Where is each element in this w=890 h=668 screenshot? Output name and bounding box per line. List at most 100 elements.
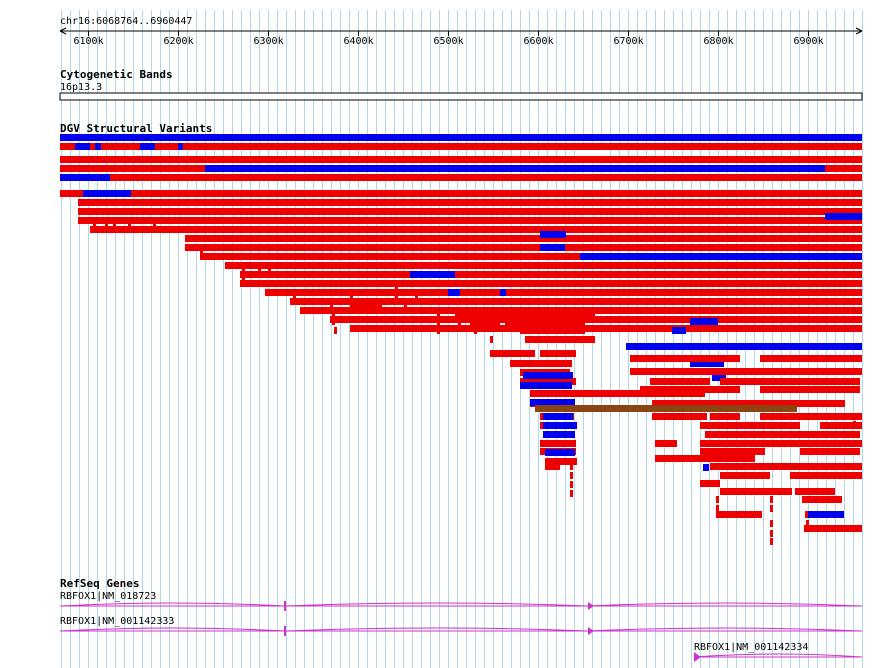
variant-feature[interactable] <box>630 355 660 362</box>
variant-feature[interactable] <box>545 463 560 470</box>
variant-feature[interactable] <box>185 244 862 251</box>
variant-feature[interactable] <box>530 399 575 406</box>
variant-feature[interactable] <box>853 421 856 428</box>
variant-feature[interactable] <box>60 190 862 197</box>
variant-feature[interactable] <box>760 386 860 393</box>
variant-feature[interactable] <box>520 378 576 385</box>
variant-feature[interactable] <box>505 318 585 325</box>
variant-feature[interactable] <box>800 448 860 455</box>
dgv-track[interactable]: DGV Structural Variants <box>60 122 862 545</box>
variant-feature[interactable] <box>660 355 740 362</box>
variant-feature[interactable] <box>520 327 585 334</box>
variant-feature[interactable] <box>225 262 862 269</box>
dgv-features[interactable] <box>60 134 862 545</box>
variant-feature[interactable] <box>770 505 773 512</box>
variant-feature[interactable] <box>265 289 862 296</box>
variant-feature[interactable] <box>716 505 719 512</box>
variant-feature[interactable] <box>850 413 862 420</box>
variant-feature[interactable] <box>437 318 440 325</box>
variant-feature[interactable] <box>700 448 765 455</box>
variant-feature[interactable] <box>113 222 116 229</box>
variant-feature[interactable] <box>760 413 805 420</box>
variant-feature[interactable] <box>90 226 862 233</box>
variant-feature[interactable] <box>802 496 842 503</box>
variant-feature[interactable] <box>290 298 862 305</box>
variant-feature[interactable] <box>500 289 506 296</box>
variant-feature[interactable] <box>200 253 862 260</box>
variant-feature[interactable] <box>240 280 862 287</box>
refseq-track[interactable]: RefSeq Genes RBFOX1|NM_018723 RBFOX1|NM_… <box>59 577 863 662</box>
variant-feature[interactable] <box>78 199 862 206</box>
variant-feature[interactable] <box>712 374 726 381</box>
variant-feature[interactable] <box>690 318 718 325</box>
variant-feature[interactable] <box>332 309 335 316</box>
variant-feature[interactable] <box>700 422 800 429</box>
variant-feature[interactable] <box>437 309 440 316</box>
variant-feature[interactable] <box>455 309 595 316</box>
variant-feature[interactable] <box>540 440 576 447</box>
variant-feature[interactable] <box>540 350 576 357</box>
variant-feature[interactable] <box>650 378 710 385</box>
variant-feature[interactable] <box>395 282 398 289</box>
variant-feature[interactable] <box>60 134 862 141</box>
variant-feature[interactable] <box>570 481 573 488</box>
variant-feature[interactable] <box>770 520 773 527</box>
variant-feature[interactable] <box>78 208 862 215</box>
variant-feature[interactable] <box>570 472 573 479</box>
variant-feature[interactable] <box>332 318 335 325</box>
variant-feature[interactable] <box>700 440 862 447</box>
variant-feature[interactable] <box>330 300 333 307</box>
variant-feature[interactable] <box>200 246 203 253</box>
variant-feature[interactable] <box>795 488 835 495</box>
variant-feature[interactable] <box>795 413 862 420</box>
variant-feature[interactable] <box>570 463 573 470</box>
variant-feature[interactable] <box>672 327 686 334</box>
variant-feature[interactable] <box>75 143 90 150</box>
variant-feature[interactable] <box>545 449 575 456</box>
variant-feature[interactable] <box>350 291 353 298</box>
cytoband-bar[interactable] <box>59 92 863 101</box>
variant-feature[interactable] <box>543 431 575 438</box>
variant-feature[interactable] <box>330 316 862 323</box>
variant-feature[interactable] <box>655 455 755 462</box>
variant-feature[interactable] <box>790 472 862 479</box>
variant-feature[interactable] <box>805 511 808 518</box>
variant-feature[interactable] <box>93 222 96 229</box>
variant-feature[interactable] <box>543 413 573 420</box>
variant-feature[interactable] <box>510 360 572 367</box>
variant-feature[interactable] <box>543 422 577 429</box>
variant-feature[interactable] <box>60 174 862 181</box>
variant-feature[interactable] <box>703 464 709 471</box>
variant-feature[interactable] <box>840 355 862 362</box>
variant-feature[interactable] <box>535 405 797 412</box>
variant-feature[interactable] <box>350 325 862 332</box>
variant-feature[interactable] <box>128 222 131 229</box>
variant-feature[interactable] <box>490 350 535 357</box>
variant-feature[interactable] <box>540 231 566 238</box>
variant-feature[interactable] <box>242 273 245 280</box>
variant-feature[interactable] <box>458 318 461 325</box>
variant-feature[interactable] <box>720 488 792 495</box>
variant-feature[interactable] <box>655 440 677 447</box>
variant-feature[interactable] <box>545 458 577 465</box>
variant-feature[interactable] <box>474 327 477 334</box>
variant-feature[interactable] <box>770 530 773 537</box>
variant-feature[interactable] <box>410 271 455 278</box>
variant-feature[interactable] <box>185 235 862 242</box>
variant-feature[interactable] <box>60 174 110 181</box>
variant-feature[interactable] <box>710 413 740 420</box>
variant-feature[interactable] <box>448 289 460 296</box>
variant-feature[interactable] <box>437 327 440 334</box>
cytoband-track[interactable]: Cytogenetic Bands 16p13.3 <box>59 68 863 101</box>
variant-feature[interactable] <box>570 490 573 497</box>
variant-feature[interactable] <box>690 360 724 367</box>
variant-feature[interactable] <box>153 222 156 229</box>
variant-feature[interactable] <box>652 413 707 420</box>
variant-feature[interactable] <box>95 143 101 150</box>
variant-feature[interactable] <box>258 264 261 271</box>
variant-feature[interactable] <box>640 386 740 393</box>
variant-feature[interactable] <box>806 520 809 527</box>
variant-feature[interactable] <box>820 422 862 429</box>
variant-feature[interactable] <box>808 511 844 518</box>
